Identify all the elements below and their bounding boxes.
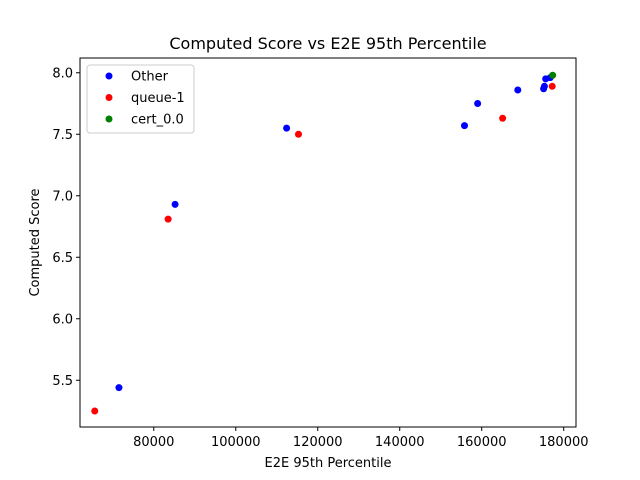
- x-tick-label: 160000: [457, 435, 507, 450]
- plot-frame: [79, 57, 577, 428]
- x-tick-label: 140000: [375, 435, 425, 450]
- legend-entry: queue-1: [131, 91, 185, 106]
- data-point-queue-1: [548, 82, 556, 90]
- data-point-queue-1: [499, 114, 507, 122]
- x-axis-label: E2E 95th Percentile: [265, 456, 392, 471]
- x-tick-label: 180000: [539, 435, 589, 450]
- x-tick-label: 100000: [211, 435, 261, 450]
- x-tick-label: 80000: [133, 435, 174, 450]
- legend-marker: [105, 115, 113, 123]
- data-points: [91, 71, 557, 415]
- y-axis: 5.5 6.0 6.5 7.0 7.5 8.0: [52, 66, 80, 389]
- legend-entry: cert_0.0: [131, 113, 184, 128]
- data-point-queue-1: [91, 407, 99, 415]
- y-tick-label: 5.5: [52, 374, 73, 389]
- data-point-Other: [461, 122, 469, 130]
- data-point-queue-1: [294, 130, 302, 138]
- y-tick-label: 6.5: [52, 251, 73, 266]
- chart-title: Computed Score vs E2E 95th Percentile: [169, 34, 486, 53]
- data-point-queue-1: [164, 215, 172, 223]
- data-point-Other: [115, 384, 123, 392]
- y-tick-label: 6.0: [52, 312, 73, 327]
- legend-marker: [105, 94, 113, 101]
- legend-marker: [105, 72, 113, 80]
- y-axis-label: Computed Score: [28, 188, 43, 296]
- data-point-cert_0.0: [549, 71, 557, 79]
- data-point-Other: [283, 124, 291, 132]
- y-tick-label: 8.0: [52, 66, 73, 81]
- x-tick-label: 120000: [293, 435, 343, 450]
- legend: Other queue-1 cert_0.0: [86, 64, 195, 134]
- data-point-Other: [171, 200, 179, 208]
- data-point-Other: [474, 100, 482, 108]
- x-axis: 80000 100000 120000 140000 160000 180000: [133, 427, 589, 450]
- legend-frame: [86, 64, 195, 134]
- data-point-Other: [540, 82, 548, 90]
- data-point-Other: [514, 86, 522, 94]
- y-tick-label: 7.0: [52, 189, 73, 204]
- y-tick-label: 7.5: [52, 128, 73, 143]
- plot-area: 80000 100000 120000 140000 160000 180000 5.5 6…: [52, 57, 589, 450]
- legend-entry: Other: [131, 70, 169, 85]
